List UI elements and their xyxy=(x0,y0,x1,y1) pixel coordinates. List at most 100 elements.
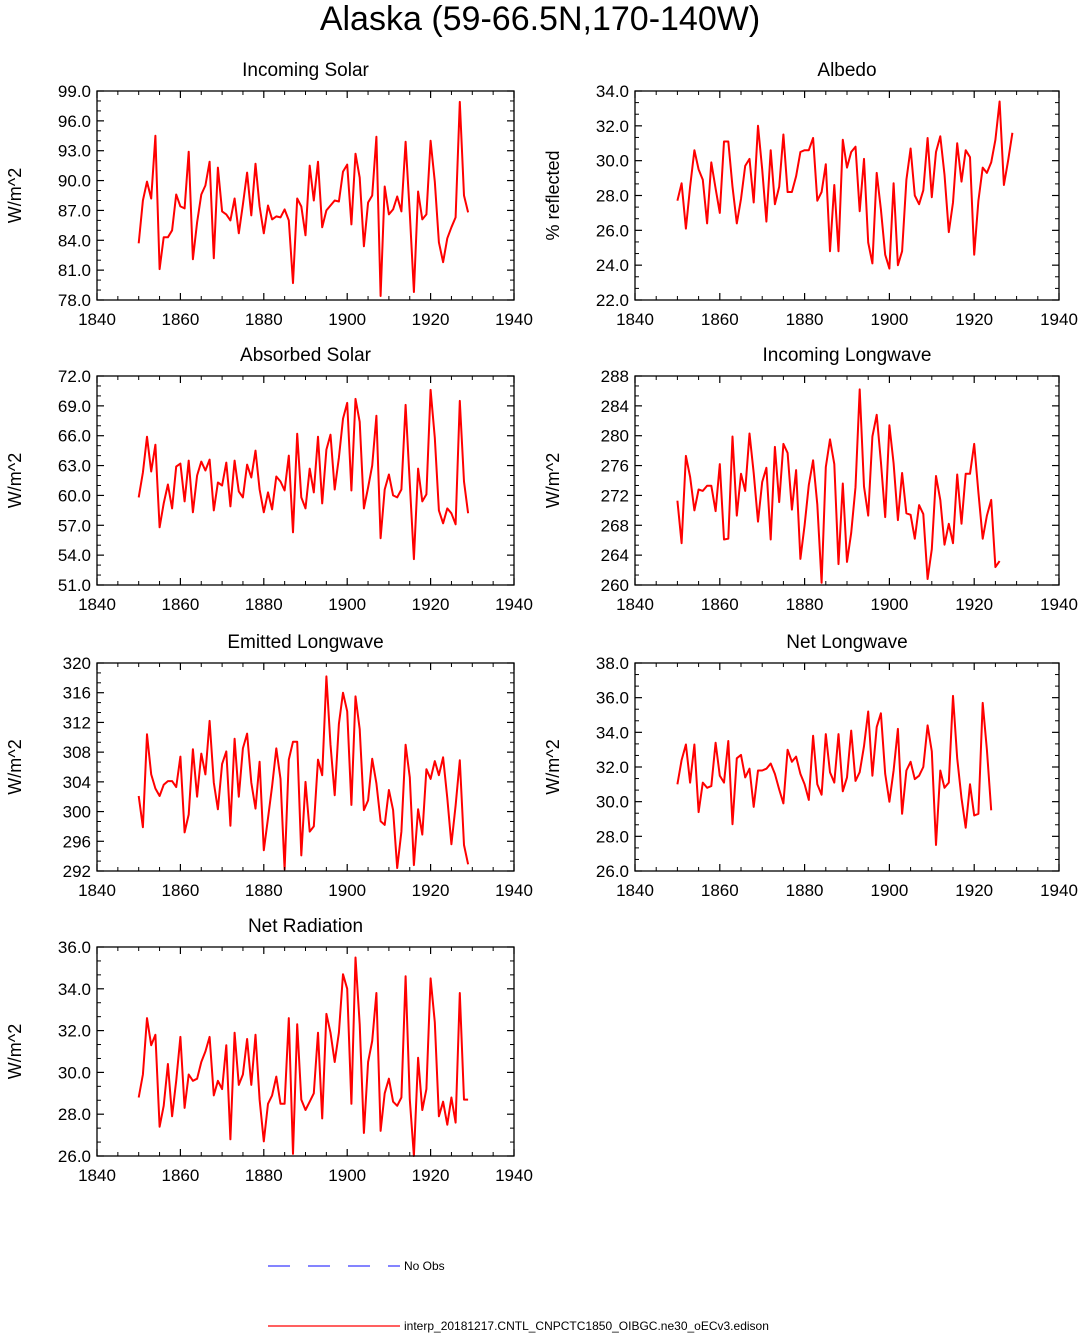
emitted-longwave-xtick-label: 1860 xyxy=(161,881,199,900)
absorbed-solar-ytick-label: 66.0 xyxy=(58,427,91,446)
absorbed-solar-xtick-label: 1900 xyxy=(328,595,366,614)
net-longwave-ytick-label: 32.0 xyxy=(596,758,629,777)
incoming-solar-xtick-label: 1840 xyxy=(78,310,116,329)
net-radiation-xtick-label: 1880 xyxy=(245,1166,283,1185)
emitted-longwave-ytick-label: 296 xyxy=(63,832,91,851)
albedo-panel: Albedo % reflected 1840 1860 1880 1900 1920 194… xyxy=(543,60,1078,329)
albedo-title: Albedo xyxy=(817,60,876,81)
emitted-longwave-ytick-label: 312 xyxy=(63,713,91,732)
incoming-solar-ytick-label: 84.0 xyxy=(58,231,91,250)
incoming-solar-ytick-label: 96.0 xyxy=(58,112,91,131)
figure-title: Alaska (59-66.5N,170-140W) xyxy=(320,0,760,38)
incoming-solar-ylabel: W/m^2 xyxy=(5,168,25,223)
incoming-longwave-title: Incoming Longwave xyxy=(763,345,932,366)
net-longwave-ytick-label: 34.0 xyxy=(596,723,629,742)
net-radiation-ytick-label: 26.0 xyxy=(58,1147,91,1166)
net-longwave-xtick-label: 1900 xyxy=(870,881,908,900)
absorbed-solar-xtick-label: 1940 xyxy=(495,595,533,614)
albedo-xtick-label: 1840 xyxy=(616,310,654,329)
albedo-series-line xyxy=(676,100,1014,270)
net-radiation-ytick-label: 34.0 xyxy=(58,980,91,999)
albedo-ytick-label: 24.0 xyxy=(596,256,629,275)
albedo-ytick-label: 28.0 xyxy=(596,187,629,206)
net-longwave-xtick-label: 1860 xyxy=(701,881,739,900)
net-radiation-xtick-label: 1860 xyxy=(161,1166,199,1185)
net-radiation-ytick-label: 32.0 xyxy=(58,1022,91,1041)
net-radiation-ytick-label: 28.0 xyxy=(58,1105,91,1124)
net-longwave-xtick-label: 1940 xyxy=(1040,881,1078,900)
incoming-solar-xtick-label: 1920 xyxy=(412,310,450,329)
net-longwave-ytick-label: 28.0 xyxy=(596,827,629,846)
incoming-longwave-ylabel: W/m^2 xyxy=(543,453,563,508)
net-longwave-xtick-label: 1840 xyxy=(616,881,654,900)
incoming-longwave-ytick-label: 280 xyxy=(601,427,629,446)
incoming-longwave-panel: Incoming Longwave W/m^2 1840 1860 1880 1900 19… xyxy=(543,345,1078,614)
incoming-longwave-ytick-label: 288 xyxy=(601,367,629,386)
emitted-longwave-ytick-label: 316 xyxy=(63,684,91,703)
incoming-longwave-ytick-label: 268 xyxy=(601,516,629,535)
absorbed-solar-panel: Absorbed Solar W/m^2 1840 1860 1880 1900 1920 1… xyxy=(5,345,533,614)
incoming-solar-xtick-label: 1940 xyxy=(495,310,533,329)
net-longwave-xtick-label: 1880 xyxy=(786,881,824,900)
absorbed-solar-xtick-label: 1920 xyxy=(412,595,450,614)
net-longwave-ytick-label: 36.0 xyxy=(596,689,629,708)
incoming-longwave-xtick-label: 1840 xyxy=(616,595,654,614)
incoming-solar-xtick-label: 1900 xyxy=(328,310,366,329)
net-radiation-title: Net Radiation xyxy=(248,916,363,937)
incoming-solar-ytick-label: 99.0 xyxy=(58,82,91,101)
net-longwave-series-line xyxy=(676,694,993,846)
albedo-xtick-label: 1900 xyxy=(870,310,908,329)
incoming-solar-series-line xyxy=(137,100,470,297)
albedo-ytick-label: 22.0 xyxy=(596,291,629,310)
absorbed-solar-ytick-label: 60.0 xyxy=(58,486,91,505)
net-radiation-xtick-label: 1920 xyxy=(412,1166,450,1185)
net-longwave-ylabel: W/m^2 xyxy=(543,739,563,794)
net-radiation-xtick-label: 1840 xyxy=(78,1166,116,1185)
incoming-solar-ytick-label: 93.0 xyxy=(58,142,91,161)
emitted-longwave-ytick-label: 320 xyxy=(63,654,91,673)
absorbed-solar-ylabel: W/m^2 xyxy=(5,453,25,508)
absorbed-solar-ytick-label: 57.0 xyxy=(58,516,91,535)
absorbed-solar-ytick-label: 72.0 xyxy=(58,367,91,386)
incoming-solar-ytick-label: 78.0 xyxy=(58,291,91,310)
legend-obs-label: No Obs xyxy=(404,1259,445,1273)
absorbed-solar-xtick-label: 1840 xyxy=(78,595,116,614)
net-longwave-panel: Net Longwave W/m^2 1840 1860 1880 1900 1920 194… xyxy=(543,632,1078,900)
emitted-longwave-xtick-label: 1880 xyxy=(245,881,283,900)
incoming-solar-ytick-label: 87.0 xyxy=(58,201,91,220)
incoming-solar-ytick-label: 81.0 xyxy=(58,261,91,280)
albedo-xtick-label: 1860 xyxy=(701,310,739,329)
albedo-xtick-label: 1920 xyxy=(955,310,993,329)
albedo-ytick-label: 34.0 xyxy=(596,82,629,101)
legend: No Obs interp_20181217.CNTL_CNPCTC1850_O… xyxy=(268,1259,769,1333)
incoming-longwave-xtick-label: 1860 xyxy=(701,595,739,614)
incoming-solar-ytick-label: 90.0 xyxy=(58,172,91,191)
absorbed-solar-ytick-label: 63.0 xyxy=(58,457,91,476)
net-radiation-ytick-label: 36.0 xyxy=(58,938,91,957)
absorbed-solar-title: Absorbed Solar xyxy=(240,345,372,366)
legend-model-label: interp_20181217.CNTL_CNPCTC1850_OIBGC.ne… xyxy=(404,1319,769,1333)
emitted-longwave-panel: Emitted Longwave W/m^2 1840 1860 1880 1900 192… xyxy=(5,632,533,900)
albedo-plot-frame xyxy=(634,90,1060,301)
albedo-ylabel: % reflected xyxy=(543,150,563,240)
net-longwave-ytick-label: 30.0 xyxy=(596,793,629,812)
absorbed-solar-xtick-label: 1860 xyxy=(161,595,199,614)
incoming-longwave-ytick-label: 284 xyxy=(601,397,629,416)
net-longwave-title: Net Longwave xyxy=(786,632,907,653)
incoming-solar-xtick-label: 1860 xyxy=(161,310,199,329)
chart-panels: Incoming Solar W/m^2 1840 1860 1880 1900 1920 1… xyxy=(5,60,1078,1185)
incoming-solar-panel: Incoming Solar W/m^2 1840 1860 1880 1900 1920 1… xyxy=(5,60,533,329)
incoming-longwave-ytick-label: 260 xyxy=(601,576,629,595)
net-longwave-ytick-label: 26.0 xyxy=(596,862,629,881)
absorbed-solar-ytick-label: 51.0 xyxy=(58,576,91,595)
net-radiation-panel: Net Radiation W/m^2 1840 1860 1880 1900 1920 19… xyxy=(5,916,533,1185)
emitted-longwave-xtick-label: 1900 xyxy=(328,881,366,900)
incoming-solar-xtick-label: 1880 xyxy=(245,310,283,329)
emitted-longwave-xtick-label: 1920 xyxy=(412,881,450,900)
absorbed-solar-ytick-label: 69.0 xyxy=(58,397,91,416)
emitted-longwave-ylabel: W/m^2 xyxy=(5,739,25,794)
incoming-longwave-xtick-label: 1900 xyxy=(870,595,908,614)
emitted-longwave-ytick-label: 308 xyxy=(63,743,91,762)
emitted-longwave-title: Emitted Longwave xyxy=(227,632,383,653)
net-longwave-xtick-label: 1920 xyxy=(955,881,993,900)
